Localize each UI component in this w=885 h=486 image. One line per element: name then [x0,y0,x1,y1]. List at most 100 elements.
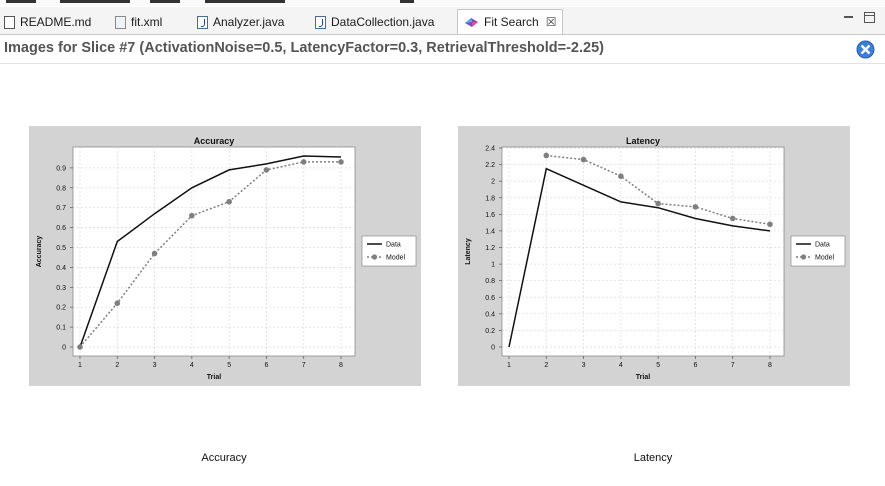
x-tick-label: 5 [656,362,660,369]
y-tick-label: 2.4 [485,146,495,153]
data-point-model [618,173,624,179]
data-point-model [77,344,83,350]
x-tick-label: 2 [544,362,548,369]
x-tick-label: 2 [115,362,119,369]
java-file-icon [315,15,326,29]
legend-label-model: Model [815,255,835,262]
x-axis-label: Trial [636,374,650,381]
y-tick-label: 1.2 [485,245,495,252]
data-point-model [189,212,195,219]
page-header: Images for Slice #7 (ActivationNoise=0.5… [0,35,885,64]
tab-fit-search[interactable]: Fit Search ☒ [457,9,564,34]
y-tick-label: 0.6 [485,295,495,302]
x-tick-label: 7 [731,362,735,369]
legend-marker-model [371,254,378,260]
legend-label-model: Model [386,255,406,262]
tab-fit-xml[interactable]: fit.xml [115,10,162,34]
x-tick-label: 3 [153,362,157,369]
data-point-model [580,156,587,163]
y-axis-label: Accuracy [36,236,43,268]
latency-chart: 0 0.2 0.4 0.6 0.8 1 1.2 1.4 1.6 1.8 2 2.2 2.4 1 2 3 4 5 6 7… [458,126,850,386]
y-tick-label: 0.9 [56,165,66,172]
x-tick-label: 6 [693,362,697,369]
y-tick-label: 0 [62,345,66,352]
y-tick-label: 0.4 [485,311,495,318]
accuracy-chart: 0 0.1 0.2 0.3 0.4 0.5 0.6 0.7 0.8 0.9 1 2 3 4 5 6 7 8 Accu… [29,126,421,386]
x-tick-label: 1 [78,362,82,369]
latency-caption: Latency [633,452,673,464]
x-tick-label: 5 [227,362,231,369]
y-tick-label: 2.2 [485,162,495,169]
data-point-model [767,221,773,228]
plot-area [72,146,356,357]
x-tick-label: 8 [768,362,772,369]
y-tick-label: 1.4 [485,228,495,235]
data-point-model [114,300,121,307]
chart-title: Latency [626,136,660,146]
tab-label: README.md [20,15,92,29]
minimize-icon[interactable] [843,12,854,23]
y-tick-label: 0.8 [56,185,66,192]
series-line-model [79,161,341,348]
y-tick-label: 0.6 [56,225,66,232]
editor-tab-bar: README.md fit.xml Analyzer.java DataColl… [0,7,885,35]
x-tick-label: 7 [302,362,306,369]
fit-search-icon [465,18,478,27]
y-tick-label: 0.7 [56,205,66,212]
y-tick-label: 0.5 [56,245,66,252]
maximize-icon[interactable] [864,12,875,23]
y-tick-label: 1.8 [485,195,495,202]
series-line-data [508,167,771,348]
y-tick-label: 0.4 [56,265,66,272]
xml-file-icon [115,15,126,29]
data-point-model [226,198,232,205]
tab-readme[interactable]: README.md [4,10,91,34]
legend-marker-model [800,254,807,260]
data-point-model [692,204,699,210]
legend-box [790,235,846,267]
top-toolbar-strip [0,0,885,6]
close-icon[interactable] [856,40,875,59]
x-tick-label: 1 [507,362,511,369]
accuracy-caption: Accuracy [201,452,247,464]
y-tick-label: 0.1 [56,325,66,332]
plot-area [501,146,785,357]
latency-chart-svg: 0 0.2 0.4 0.6 0.8 1 1.2 1.4 1.6 1.8 2 2.2 2.4 1 2 3 4 5 6 7… [465,136,846,381]
x-tick-label: 6 [264,362,268,369]
tab-label: DataCollection.java [331,15,435,29]
data-point-model [543,152,550,159]
x-tick-label: 8 [339,362,343,369]
legend-label-data: Data [386,242,401,249]
y-tick-label: 0.3 [56,285,66,292]
x-tick-label: 3 [582,362,586,369]
accuracy-chart-svg: 0 0.1 0.2 0.3 0.4 0.5 0.6 0.7 0.8 0.9 1 2 3 4 5 6 7 8 Accu… [36,136,417,381]
y-tick-label: 2 [491,179,495,186]
chart-legend: Data Model [361,235,417,267]
tab-datacollection-java[interactable]: DataCollection.java [315,10,434,34]
markdown-file-icon [4,15,15,29]
x-axis-label: Trial [207,374,221,381]
data-point-model [729,215,736,222]
data-point-model [655,200,661,207]
data-point-model [263,167,270,173]
chart-legend: Data Model [790,235,846,267]
y-tick-label: 1.6 [485,212,495,219]
page-title: Images for Slice #7 (ActivationNoise=0.5… [4,40,604,56]
java-file-icon [197,15,208,29]
legend-label-data: Data [815,242,830,249]
data-point-model [300,159,307,165]
legend-box [361,235,417,267]
data-point-model [338,159,344,165]
tab-label: Fit Search [484,15,539,29]
tab-label: Analyzer.java [213,15,285,29]
chart-title: Accuracy [194,136,235,146]
x-tick-label: 4 [190,362,194,369]
y-tick-label: 0.8 [485,278,495,285]
close-tab-icon[interactable]: ☒ [545,15,557,29]
tab-label: fit.xml [131,15,163,29]
y-tick-label: 1 [491,262,495,269]
x-tick-label: 4 [619,362,623,369]
data-point-model [151,250,158,257]
tab-analyzer-java[interactable]: Analyzer.java [197,10,284,34]
series-line-data [79,155,342,348]
